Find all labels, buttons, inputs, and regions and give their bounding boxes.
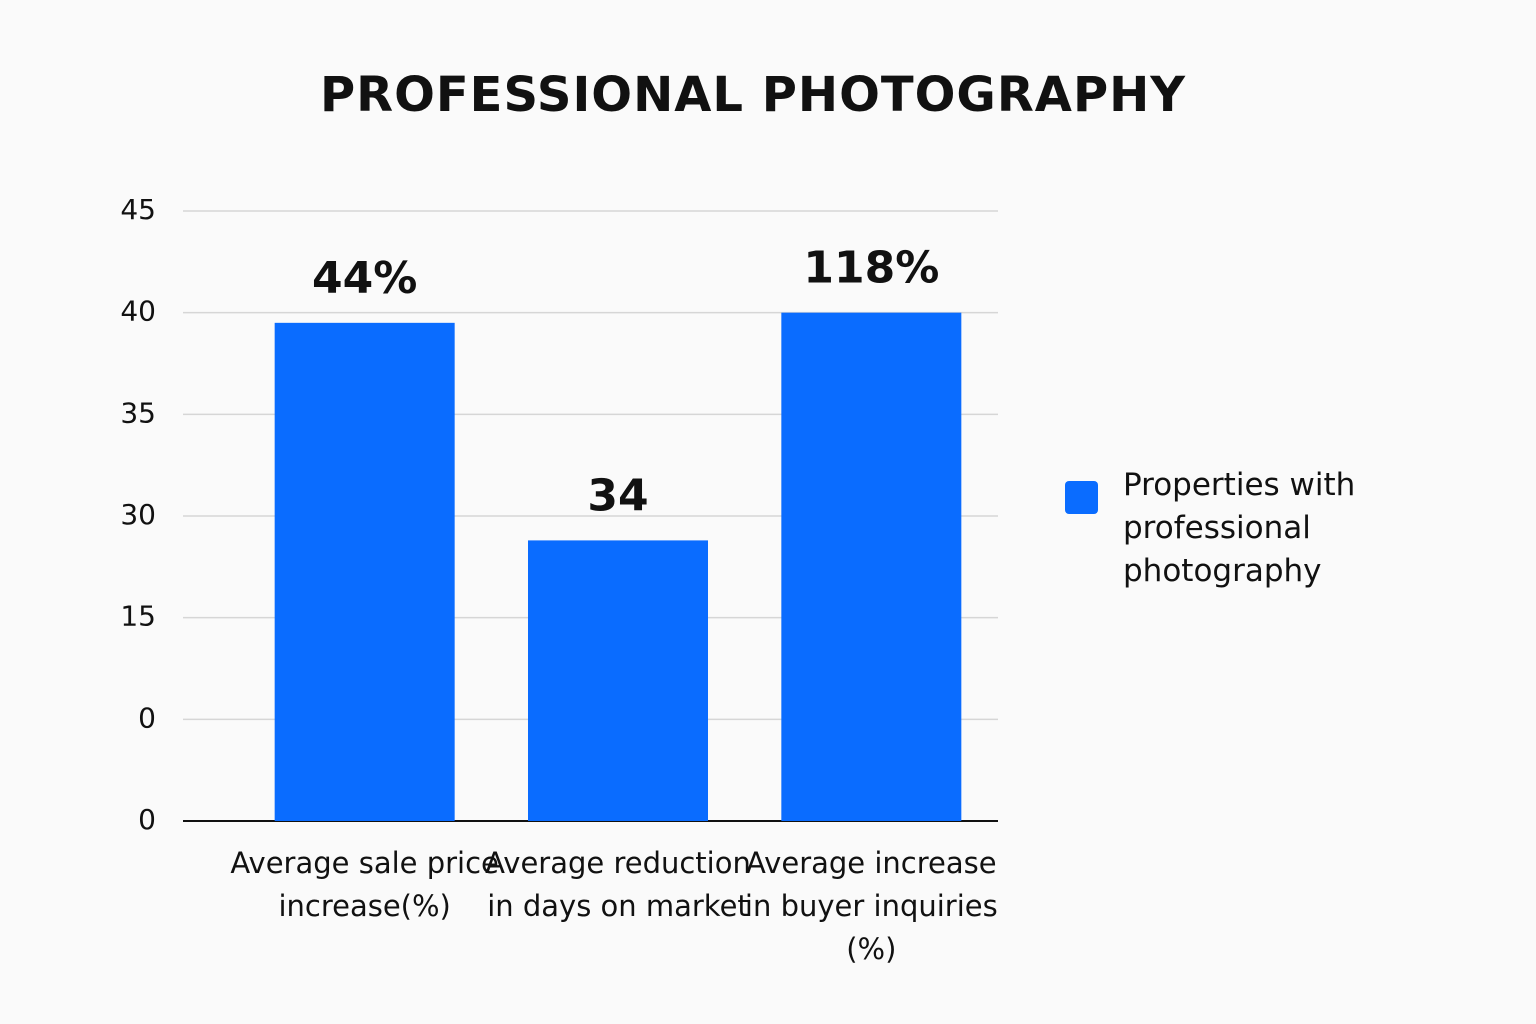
data-label: 44% bbox=[312, 253, 417, 304]
y-tick-label: 0 bbox=[138, 803, 156, 836]
y-tick-label: 0 bbox=[138, 701, 156, 734]
y-tick-label: 45 bbox=[120, 193, 156, 226]
y-tick-label: 30 bbox=[120, 498, 156, 531]
y-tick-label: 15 bbox=[120, 600, 156, 633]
x-tick-label: Average sale price increase(%) bbox=[230, 846, 499, 923]
chart-title: PROFESSIONAL PHOTOGRAPHY bbox=[320, 67, 1186, 123]
bar bbox=[528, 540, 708, 821]
bar bbox=[781, 312, 962, 821]
y-tick-label: 40 bbox=[120, 295, 156, 328]
y-tick-label: 35 bbox=[120, 396, 156, 429]
data-label: 34 bbox=[587, 470, 648, 521]
data-label: 118% bbox=[803, 243, 939, 294]
legend-label: Properties with professional photography bbox=[1123, 467, 1356, 589]
legend-swatch bbox=[1065, 481, 1098, 514]
bar bbox=[274, 322, 455, 821]
x-tick-label: Average reduction in days on market bbox=[485, 846, 751, 923]
x-tick-label: Average increase in buyer inquiries (%) bbox=[744, 846, 998, 966]
